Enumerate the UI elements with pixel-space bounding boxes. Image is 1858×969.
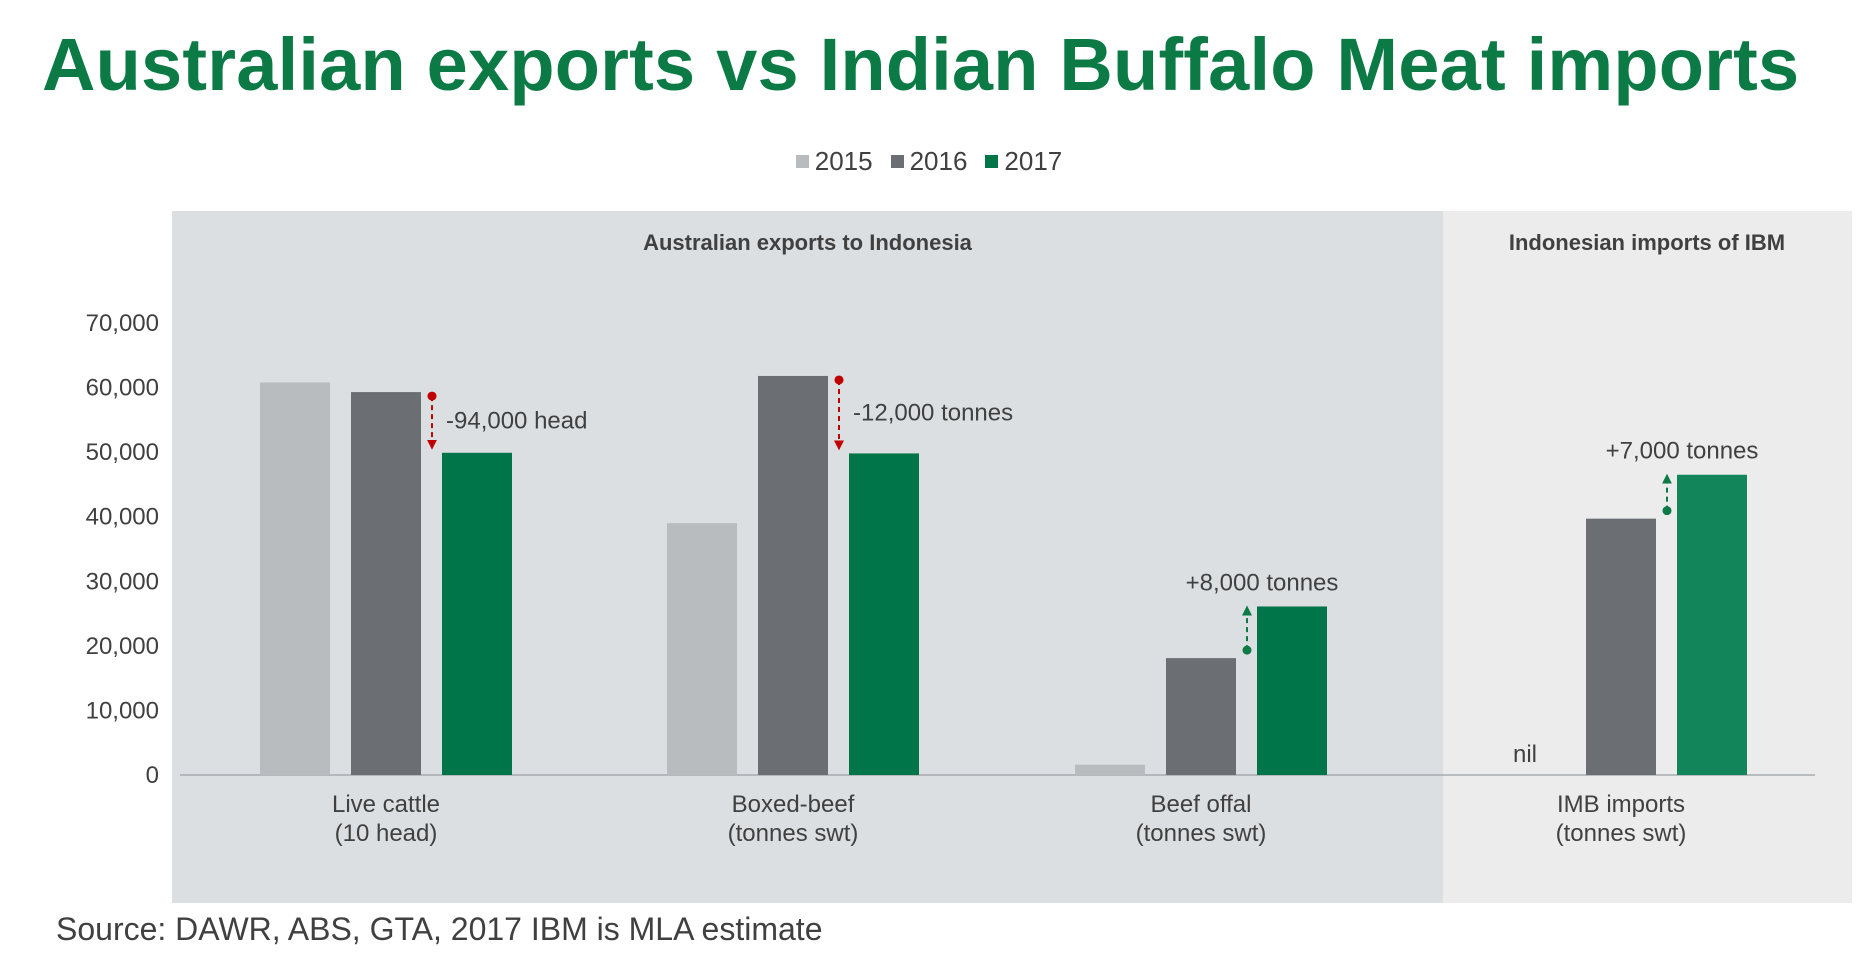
annotation-label: +8,000 tonnes <box>1186 569 1339 596</box>
annotation-label: -12,000 tonnes <box>853 400 1013 427</box>
annotation-label: +7,000 tonnes <box>1606 438 1759 465</box>
bar-2015-0 <box>260 382 330 775</box>
category-label-line1: Beef offal <box>1151 791 1252 818</box>
legend-item-2015: 2015 <box>795 146 873 177</box>
bar-2016-3 <box>1586 518 1656 775</box>
y-tick-label: 50,000 <box>86 439 159 466</box>
chart-legend: 2015 2016 2017 <box>0 146 1858 177</box>
annotation-label: -94,000 head <box>446 407 587 434</box>
chart-title: Australian exports vs Indian Buffalo Mea… <box>42 23 1800 106</box>
y-tick-label: 30,000 <box>86 568 159 595</box>
y-tick-label: 10,000 <box>86 697 159 724</box>
bar-2016-1 <box>758 375 828 775</box>
legend-label-2016: 2016 <box>909 146 968 176</box>
y-tick-label: 60,000 <box>86 375 159 402</box>
category-label-line2: (tonnes swt) <box>728 820 859 847</box>
category-label-line2: (tonnes swt) <box>1136 820 1267 847</box>
category-label-line2: (tonnes swt) <box>1556 820 1687 847</box>
legend-swatch-2017 <box>985 155 999 168</box>
nil-label: nil <box>1513 741 1537 768</box>
bar-2016-2 <box>1166 658 1236 775</box>
bar-2017-0 <box>442 452 512 775</box>
bar-2017-3 <box>1677 474 1747 775</box>
panel-title-left: Australian exports to Indonesia <box>643 230 973 255</box>
category-label-line1: IMB imports <box>1557 791 1685 818</box>
bar-2016-0 <box>351 392 421 775</box>
legend-label-2015: 2015 <box>814 146 873 176</box>
y-tick-label: 20,000 <box>86 633 159 660</box>
bar-2017-1 <box>849 453 919 775</box>
legend-swatch-2015 <box>795 155 809 168</box>
bar-2015-2 <box>1075 764 1145 775</box>
category-label-line1: Boxed-beef <box>732 791 855 818</box>
bar-2015-1 <box>667 523 737 775</box>
bar-2017-2 <box>1257 606 1327 775</box>
panel-title-right: Indonesian imports of IBM <box>1509 230 1785 255</box>
category-label-line2: (10 head) <box>335 820 438 847</box>
y-tick-label: 40,000 <box>86 504 159 531</box>
y-tick-label: 0 <box>146 762 159 789</box>
legend-item-2017: 2017 <box>985 146 1062 177</box>
legend-label-2017: 2017 <box>1004 146 1063 176</box>
legend-swatch-2016 <box>890 155 904 168</box>
category-label-line1: Live cattle <box>332 791 440 818</box>
legend-item-2016: 2016 <box>890 146 968 177</box>
y-tick-label: 70,000 <box>86 310 159 337</box>
source-note: Source: DAWR, ABS, GTA, 2017 IBM is MLA … <box>56 911 823 947</box>
